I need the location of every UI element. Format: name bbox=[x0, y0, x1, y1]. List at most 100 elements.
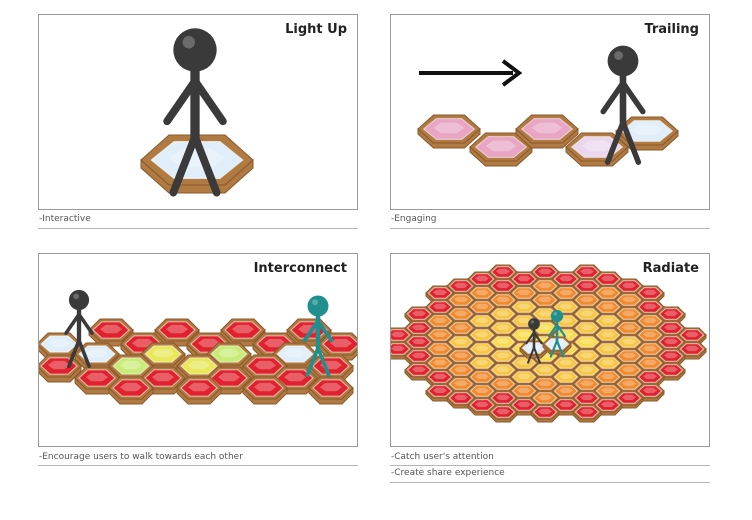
hex-tile bbox=[74, 366, 120, 395]
tile-highlight bbox=[232, 324, 254, 334]
hex-tile bbox=[108, 376, 154, 405]
tile-highlight bbox=[643, 303, 657, 310]
tile-highlight bbox=[538, 310, 552, 317]
tile-highlight bbox=[454, 296, 468, 303]
tile-face bbox=[158, 321, 196, 339]
tile-face bbox=[448, 392, 474, 404]
figure-head bbox=[173, 28, 217, 72]
tile-face bbox=[511, 287, 537, 299]
tile-face bbox=[511, 371, 537, 383]
tile-face bbox=[246, 379, 284, 397]
tile-face bbox=[679, 329, 705, 341]
tile-face bbox=[511, 385, 537, 397]
tile-face bbox=[574, 294, 600, 306]
figure-arm-right bbox=[77, 312, 94, 335]
tile-face bbox=[658, 336, 684, 348]
tile-face bbox=[276, 345, 314, 363]
figure-leg-right bbox=[316, 346, 331, 377]
tile-face bbox=[391, 343, 411, 355]
tile-highlight bbox=[517, 373, 531, 380]
tile-face bbox=[637, 287, 663, 299]
tile-face bbox=[427, 385, 453, 397]
tile-face bbox=[574, 322, 600, 334]
tile-highlight bbox=[517, 289, 531, 296]
figure-leg-right bbox=[555, 339, 565, 358]
tile-face bbox=[427, 287, 453, 299]
tile-face bbox=[246, 357, 284, 375]
tile-face bbox=[574, 392, 600, 404]
tile-face bbox=[490, 350, 516, 362]
hex-tile bbox=[242, 376, 288, 405]
hex-tile bbox=[272, 366, 318, 395]
tile-face bbox=[448, 308, 474, 320]
tile-highlight bbox=[496, 380, 510, 387]
tile-highlight bbox=[496, 366, 510, 373]
tile-highlight bbox=[580, 268, 594, 275]
tile-face bbox=[427, 371, 453, 383]
tile-highlight bbox=[120, 360, 142, 370]
tile-face bbox=[637, 385, 663, 397]
tile-highlight bbox=[433, 122, 465, 134]
tile-highlight bbox=[496, 394, 510, 401]
figure-head bbox=[528, 318, 540, 330]
tile-face bbox=[595, 273, 621, 285]
panel-trailing: Trailing bbox=[390, 14, 710, 210]
figure-head bbox=[550, 309, 564, 323]
tile-face bbox=[469, 371, 495, 383]
figure-leg-right bbox=[532, 346, 541, 364]
tile-face bbox=[406, 308, 432, 320]
tile-face bbox=[406, 322, 432, 334]
tile-face bbox=[658, 322, 684, 334]
tile-face bbox=[574, 406, 600, 418]
tile-highlight bbox=[86, 348, 108, 358]
tile-highlight bbox=[517, 317, 531, 324]
hex-tile bbox=[635, 383, 665, 402]
tile-face bbox=[574, 378, 600, 390]
tile-face bbox=[637, 357, 663, 369]
caption-rule bbox=[38, 465, 358, 466]
tile-highlight bbox=[433, 317, 447, 324]
figure-arm-left bbox=[64, 312, 81, 335]
tile-highlight bbox=[580, 338, 594, 345]
tile-highlight bbox=[100, 324, 122, 334]
tile-face bbox=[448, 378, 474, 390]
tile-highlight bbox=[433, 359, 447, 366]
caption-rule bbox=[390, 465, 710, 466]
tile-face bbox=[595, 357, 621, 369]
tile-highlight bbox=[454, 380, 468, 387]
tile-face bbox=[595, 343, 621, 355]
tile-face bbox=[658, 350, 684, 362]
tile-highlight bbox=[454, 282, 468, 289]
tile-face bbox=[490, 378, 516, 390]
tile-face bbox=[595, 385, 621, 397]
figure-arm-right bbox=[532, 331, 543, 345]
tile-highlight bbox=[580, 282, 594, 289]
tile-face bbox=[112, 379, 150, 397]
interconnect-illustration bbox=[39, 289, 357, 405]
tile-face bbox=[474, 136, 528, 158]
hex-tile bbox=[140, 342, 186, 371]
tile-face bbox=[637, 371, 663, 383]
tile-face bbox=[595, 287, 621, 299]
tile-face bbox=[448, 336, 474, 348]
figure-head-shine bbox=[614, 51, 623, 60]
tile-face bbox=[78, 369, 116, 387]
right-arrow-icon bbox=[419, 59, 523, 87]
tile-highlight bbox=[538, 268, 552, 275]
tile-highlight bbox=[559, 289, 573, 296]
tile-highlight bbox=[601, 331, 615, 338]
tile-face bbox=[532, 266, 558, 278]
tile-face bbox=[616, 308, 642, 320]
tile-highlight bbox=[622, 394, 636, 401]
person-figure-left bbox=[64, 289, 94, 369]
tile-highlight bbox=[496, 282, 510, 289]
tile-highlight bbox=[601, 275, 615, 282]
figure-leg-right bbox=[620, 119, 642, 165]
tile-face bbox=[276, 369, 314, 387]
person-figure-right bbox=[302, 295, 334, 377]
tile-face bbox=[448, 322, 474, 334]
tile-highlight bbox=[264, 338, 286, 348]
tile-face bbox=[658, 308, 684, 320]
tile-face bbox=[150, 141, 244, 179]
tile-highlight bbox=[454, 324, 468, 331]
